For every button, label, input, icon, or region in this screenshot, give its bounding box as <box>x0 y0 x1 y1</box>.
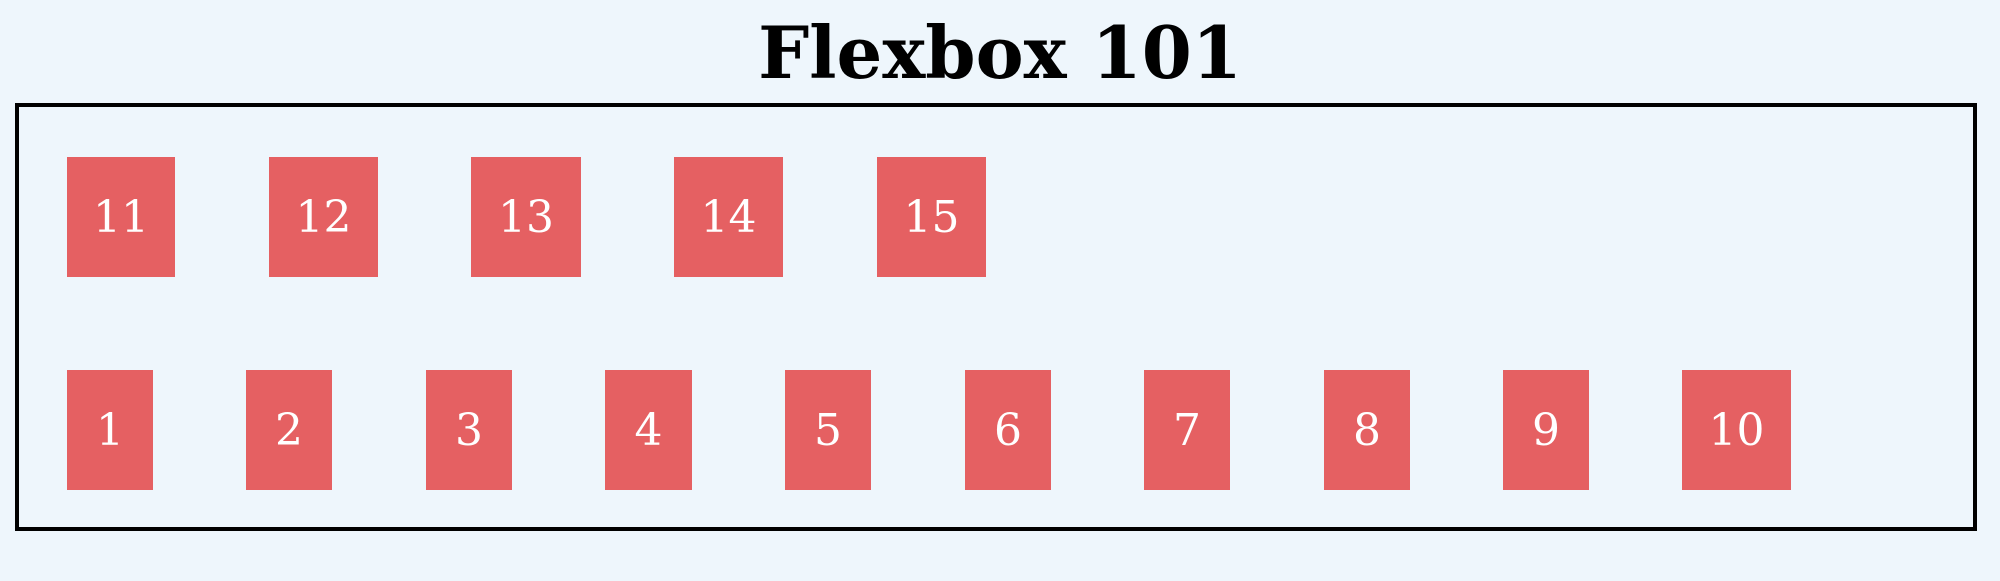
flex-container: 11 12 13 14 15 1 2 3 4 5 6 7 8 9 10 <box>15 103 1977 531</box>
flex-item-8: 8 <box>1324 370 1410 490</box>
page-title: Flexbox 101 <box>758 10 1242 95</box>
flex-row-top: 11 12 13 14 15 <box>19 157 1973 277</box>
flex-item-11: 11 <box>67 157 175 277</box>
flex-item-15: 15 <box>877 157 986 277</box>
flex-item-6: 6 <box>965 370 1051 490</box>
flex-item-10: 10 <box>1682 370 1791 490</box>
flex-row-bottom: 1 2 3 4 5 6 7 8 9 10 <box>19 370 1973 490</box>
flex-item-7: 7 <box>1144 370 1230 490</box>
flex-item-1: 1 <box>67 370 153 490</box>
flex-item-14: 14 <box>674 157 783 277</box>
flex-item-9: 9 <box>1503 370 1589 490</box>
flex-item-3: 3 <box>426 370 512 490</box>
flex-item-2: 2 <box>246 370 332 490</box>
flex-item-5: 5 <box>785 370 871 490</box>
flex-item-13: 13 <box>471 157 581 277</box>
flex-item-12: 12 <box>269 157 378 277</box>
flex-item-4: 4 <box>605 370 692 490</box>
